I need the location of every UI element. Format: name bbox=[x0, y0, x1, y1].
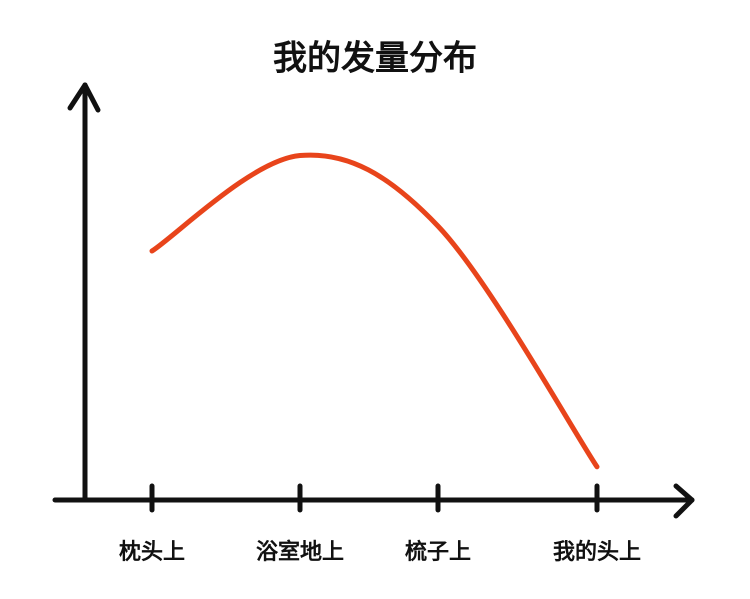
x-tick-label: 枕头上 bbox=[119, 540, 185, 565]
x-axis-arrow bbox=[673, 483, 695, 519]
x-tick-label: 我的头上 bbox=[553, 539, 641, 565]
chart-title: 我的发量分布 bbox=[273, 39, 477, 79]
x-tick-label: 梳子上 bbox=[405, 539, 471, 565]
x-tick-label: 浴室地上 bbox=[256, 539, 344, 565]
y-axis-arrow bbox=[67, 82, 101, 113]
line bbox=[149, 152, 600, 470]
axes bbox=[52, 82, 695, 519]
